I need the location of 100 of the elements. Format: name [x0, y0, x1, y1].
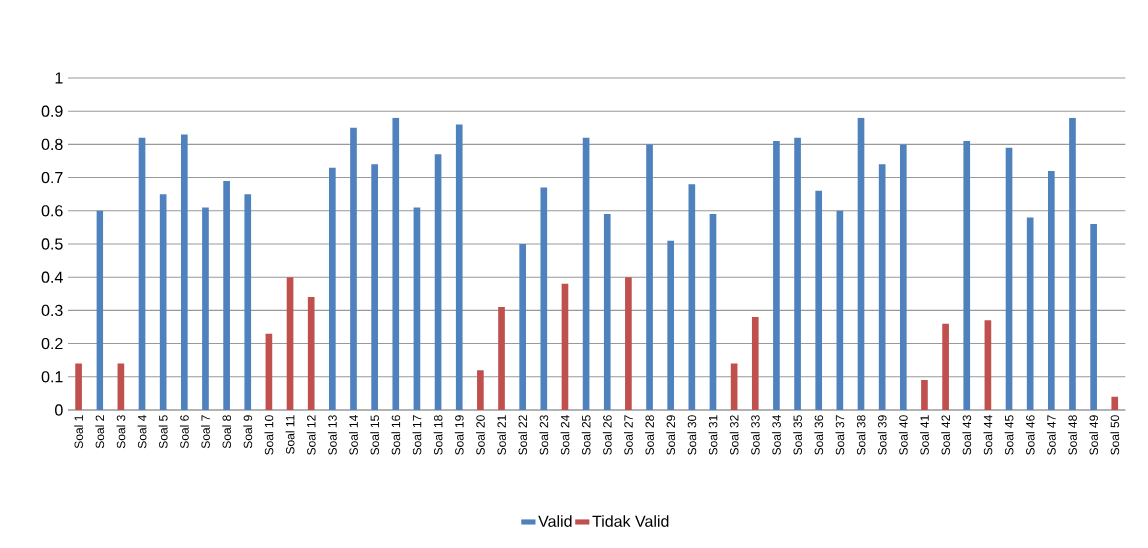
legend-label: Tidak Valid	[592, 515, 669, 527]
y-tick-label: 0	[55, 404, 63, 416]
x-tick-label: Soal 32	[729, 415, 739, 455]
x-tick-label: Soal 33	[750, 415, 760, 455]
bar	[477, 370, 484, 410]
y-tick-label: 0.4	[41, 271, 63, 283]
x-tick-label: Soal 30	[687, 415, 697, 455]
x-tick-label: Soal 31	[708, 415, 718, 455]
x-tick-label: Soal 37	[835, 415, 845, 455]
bar	[265, 333, 273, 410]
x-tick-label: Soal 41	[920, 415, 929, 455]
bar	[561, 283, 569, 410]
bar	[942, 323, 949, 410]
bar	[1047, 170, 1055, 410]
x-tick-label: Soal 39	[877, 415, 887, 455]
bar	[329, 167, 336, 410]
x-tick-label: Soal 46	[1025, 415, 1035, 455]
x-tick-label: Soal 11	[285, 415, 295, 454]
x-tick-label: Soal 27	[623, 415, 633, 455]
x-tick-label: Soal 36	[814, 415, 824, 455]
bar	[180, 134, 188, 410]
y-tick-label: 0.9	[41, 105, 63, 117]
x-tick-label: Soal 10	[264, 415, 274, 455]
bar	[773, 141, 780, 410]
bar	[921, 380, 928, 410]
bar	[223, 180, 230, 410]
bar	[836, 210, 844, 410]
bar	[1026, 217, 1034, 410]
bar	[603, 214, 611, 410]
legend-label: Valid	[538, 515, 572, 527]
x-tick-label: Soal 1	[74, 415, 83, 449]
x-tick-label: Soal 20	[475, 415, 485, 455]
x-tick-label: Soal 9	[243, 415, 253, 449]
bar	[286, 277, 294, 410]
bar	[857, 117, 865, 410]
x-tick-label: Soal 24	[560, 415, 570, 455]
bar	[1090, 224, 1097, 410]
bar	[1069, 117, 1076, 410]
x-tick-label: Soal 13	[327, 415, 337, 455]
x-tick-label: Soal 22	[518, 415, 528, 455]
x-tick-label: Soal 43	[962, 415, 972, 455]
y-tick-label: 0.8	[41, 138, 63, 151]
y-tick-label: 0.5	[41, 238, 63, 250]
x-tick-label: Soal 5	[158, 415, 168, 449]
x-tick-label: Soal 38	[856, 415, 866, 455]
x-tick-label: Soal 2	[95, 415, 105, 449]
x-tick-label: Soal 19	[454, 415, 464, 455]
bar	[371, 164, 378, 410]
x-tick-label: Soal 26	[602, 415, 612, 455]
x-tick-label: Soal 35	[793, 415, 802, 455]
bar	[434, 154, 442, 410]
bar	[1005, 147, 1013, 410]
bar	[413, 207, 421, 410]
x-tick-label: Soal 45	[1004, 415, 1014, 455]
bar	[625, 277, 632, 410]
bar	[984, 320, 992, 410]
x-tick-label: Soal 4	[137, 415, 147, 449]
bar	[307, 297, 315, 410]
bar	[138, 137, 146, 410]
bar	[878, 164, 886, 410]
x-tick-label: Soal 47	[1046, 415, 1056, 455]
x-tick-label: Soal 49	[1089, 415, 1099, 455]
bar	[75, 363, 82, 410]
bar	[794, 137, 801, 410]
y-tick-label: 0.2	[41, 337, 63, 350]
x-tick-label: Soal 48	[1068, 415, 1077, 455]
bar	[159, 194, 167, 410]
bar	[244, 194, 252, 410]
x-tick-label: Soal 16	[391, 415, 401, 455]
bar	[540, 187, 548, 410]
x-tick-label: Soal 34	[772, 415, 781, 455]
bar	[582, 137, 590, 410]
y-tick-label: 0.3	[41, 304, 63, 317]
x-tick-label: Soal 25	[581, 415, 591, 455]
y-tick-label: 0.6	[41, 205, 63, 217]
x-tick-label: Soal 29	[666, 415, 676, 455]
x-tick-label: Soal 15	[370, 415, 380, 455]
x-tick-label: Soal 28	[645, 415, 654, 455]
x-tick-label: Soal 3	[116, 415, 126, 449]
y-tick-label: 0.7	[41, 171, 63, 184]
bar	[498, 307, 505, 410]
bar	[709, 214, 717, 410]
bar	[688, 184, 696, 410]
x-tick-label: Soal 17	[412, 415, 422, 455]
bar	[96, 210, 104, 410]
x-tick-label: Soal 18	[433, 415, 443, 455]
y-tick-label: 0.1	[41, 371, 63, 383]
bar	[646, 144, 653, 410]
bar	[392, 117, 400, 410]
x-tick-label: Soal 42	[941, 415, 951, 455]
bar	[667, 240, 675, 410]
x-tick-label: Soal 8	[222, 415, 232, 449]
bar	[899, 144, 907, 410]
x-tick-label: Soal 23	[539, 415, 549, 455]
x-tick-label: Soal 7	[201, 415, 210, 449]
x-tick-label: Soal 21	[497, 415, 506, 455]
x-tick-label: Soal 50	[1110, 415, 1120, 455]
bar	[815, 190, 823, 410]
x-tick-label: Soal 14	[349, 415, 358, 455]
x-tick-label: Soal 40	[898, 415, 908, 455]
